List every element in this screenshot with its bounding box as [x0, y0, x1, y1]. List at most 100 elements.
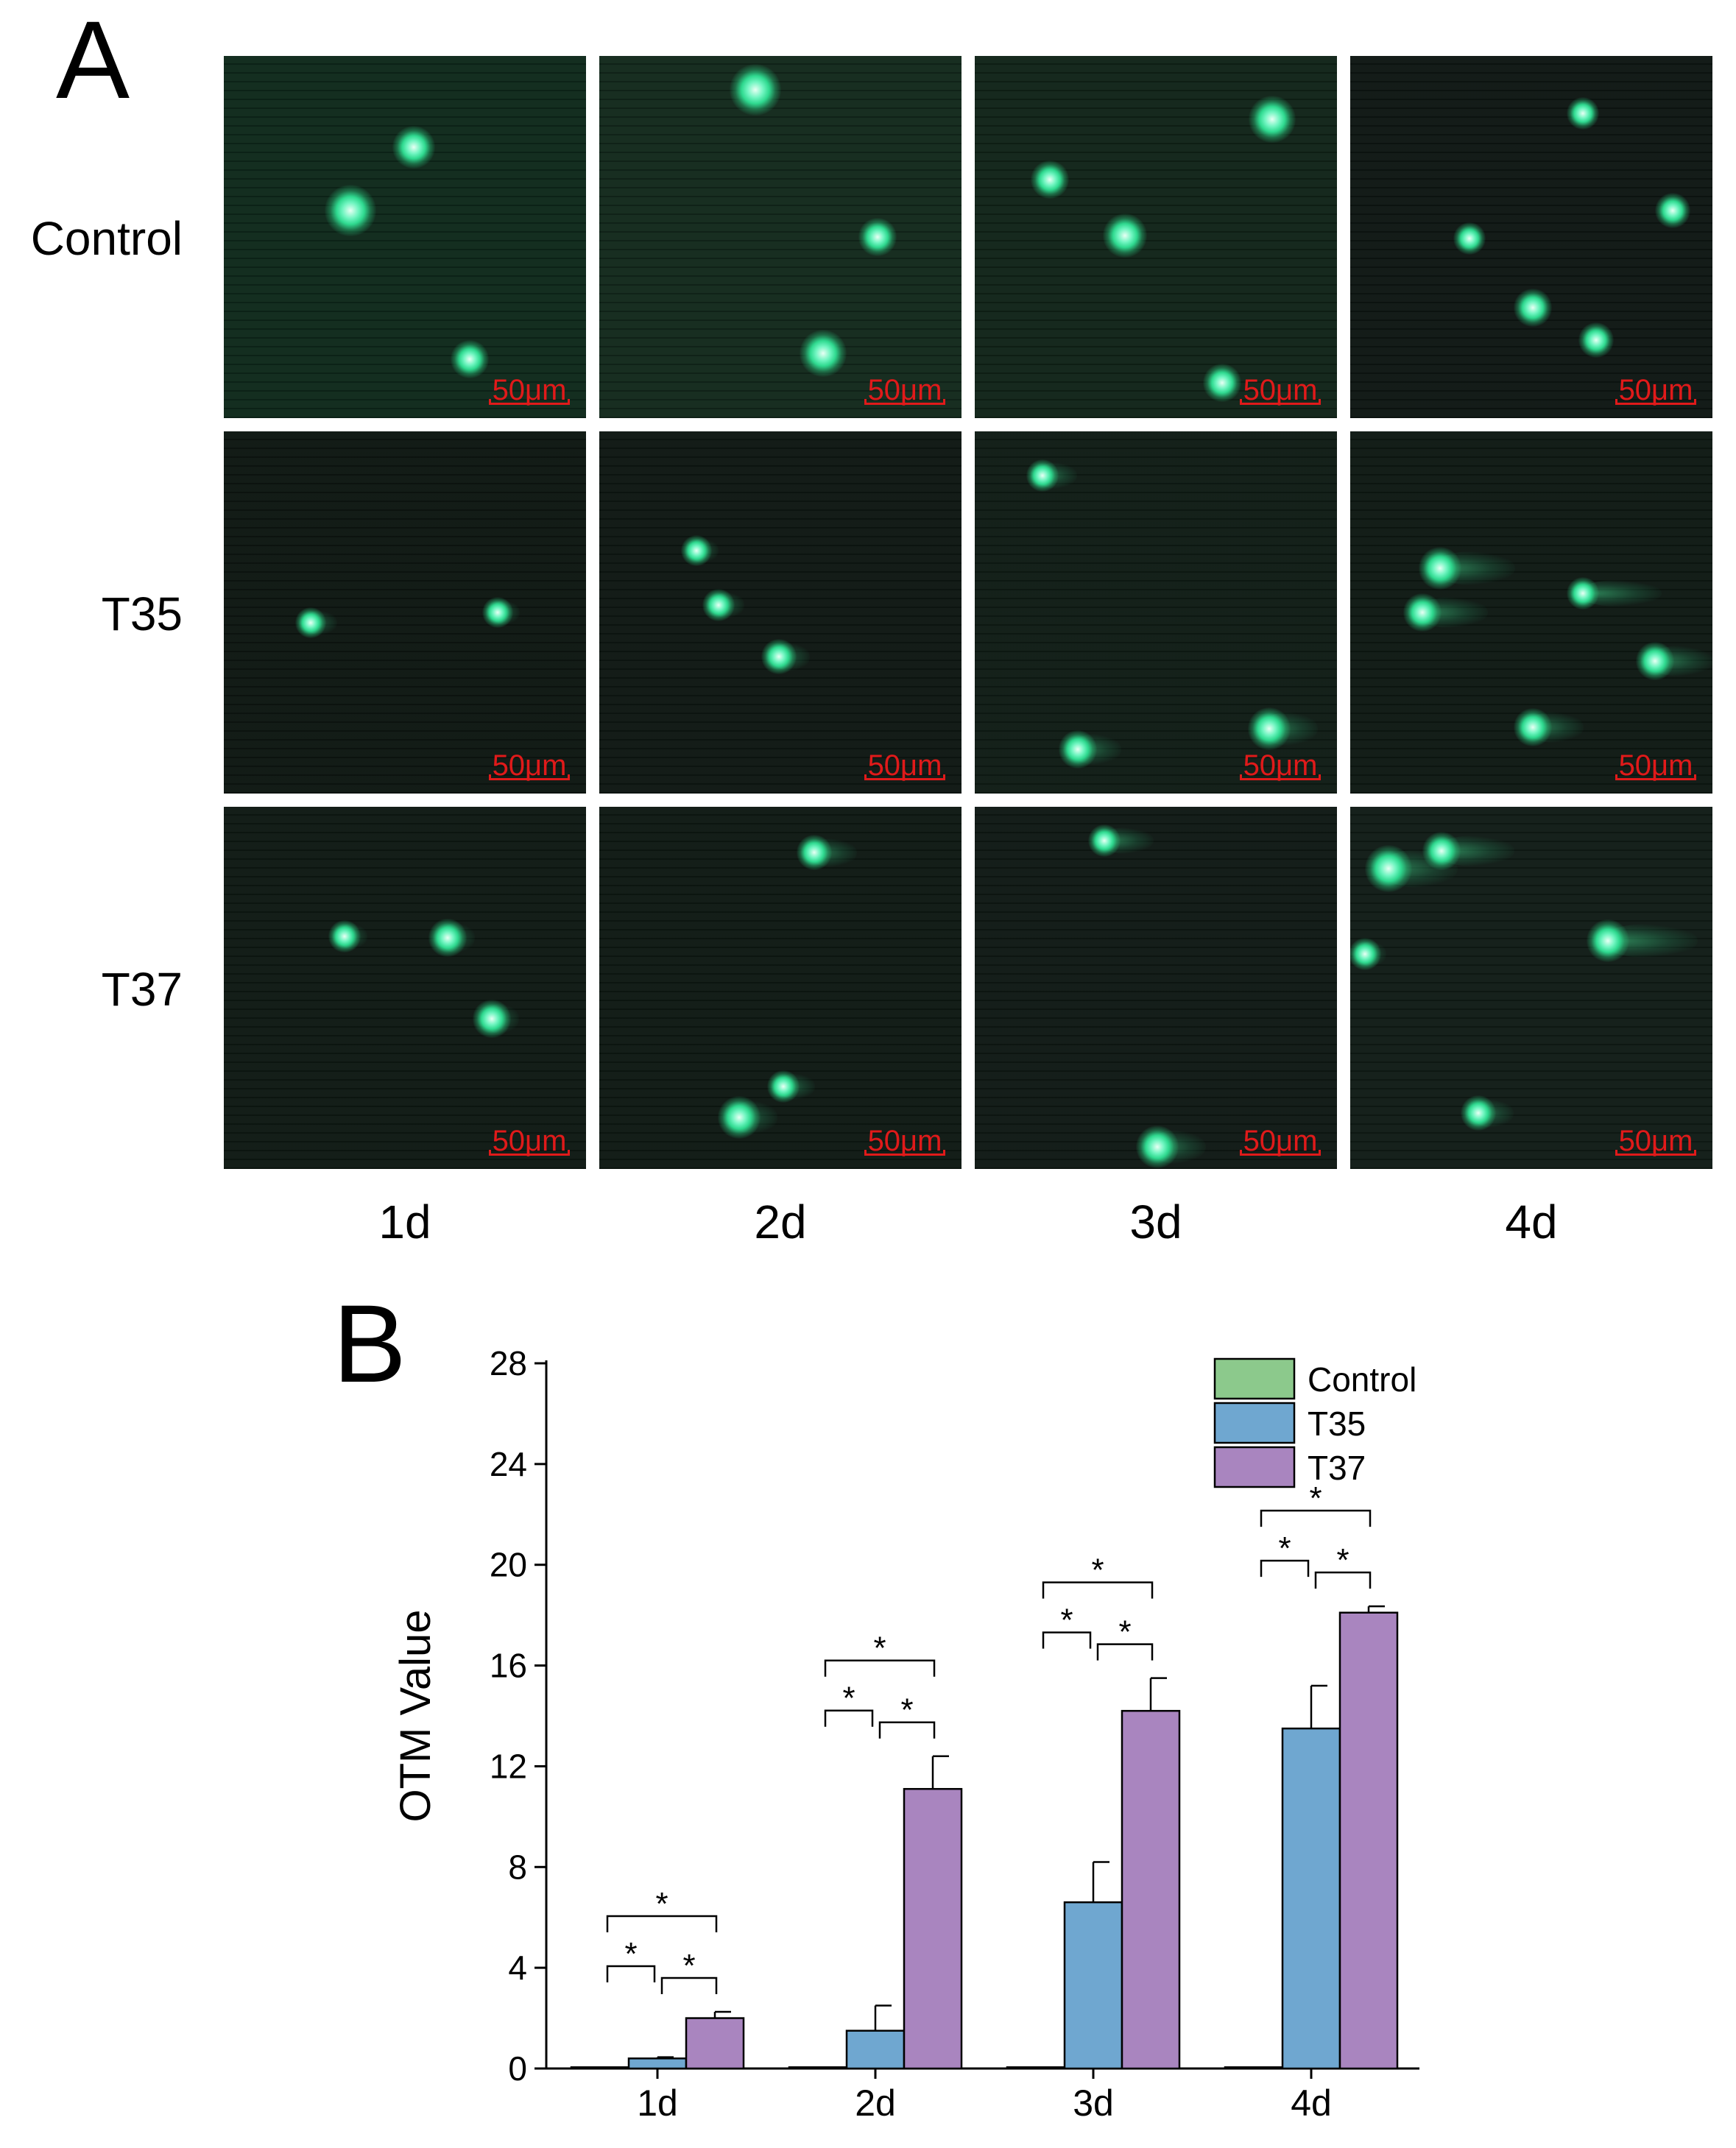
comet-head — [1248, 707, 1291, 750]
scale-bar-line — [1240, 399, 1321, 405]
significance-star: * — [873, 1631, 886, 1667]
significance-bracket-control-t35 — [824, 1709, 874, 1727]
comet-head — [1655, 193, 1690, 228]
comet-head — [1031, 160, 1069, 199]
scale-bar-label: 50μm — [1618, 749, 1693, 782]
scale-bar-line — [1615, 399, 1696, 405]
comet-head — [1102, 213, 1148, 258]
significance-bracket-t35-t37 — [1314, 1571, 1372, 1589]
bar-t35-1d — [627, 2057, 688, 2070]
scale-bar-line — [1240, 1150, 1321, 1156]
significance-star: * — [1091, 1552, 1104, 1589]
scale-bar-line — [489, 399, 570, 405]
comet-head — [1514, 708, 1552, 746]
col-label-4d: 4d — [1505, 1195, 1558, 1248]
x-tick-label: 4d — [1291, 2082, 1332, 2124]
y-axis-title: OTM Value — [392, 1609, 440, 1822]
scale-bar: 50μm — [1240, 1126, 1321, 1156]
scale-bar: 50μm — [864, 1126, 945, 1156]
micrograph-control-4d: 50μm — [1350, 56, 1712, 418]
panel-a-letter: A — [56, 0, 130, 121]
significance-bracket-control-t35 — [1042, 1631, 1092, 1649]
panel-b-letter: B — [333, 1282, 407, 1405]
comet-head — [729, 63, 782, 116]
comet-head — [797, 835, 832, 870]
comet-head — [482, 597, 513, 628]
comet-head — [324, 184, 377, 237]
significance-star: * — [842, 1681, 855, 1717]
micrograph-control-2d: 50μm — [599, 56, 961, 418]
scale-bar-line — [1615, 774, 1696, 780]
scale-bar-line — [864, 1150, 945, 1156]
bar-control-2d — [788, 2066, 848, 2070]
comet-head — [1249, 96, 1296, 143]
significance-star: * — [624, 1936, 637, 1972]
bar-t37-3d — [1121, 1709, 1181, 2070]
micrograph-t35-3d: 50μm — [975, 431, 1337, 794]
scale-bar-label: 50μm — [867, 749, 942, 782]
bar-t37-1d — [685, 2017, 745, 2070]
significance-star: * — [682, 1948, 695, 1984]
comet-head — [1403, 593, 1442, 632]
row-label-t37: T37 — [101, 963, 183, 1016]
micrograph-t37-1d: 50μm — [224, 807, 586, 1169]
significance-bracket-t35-t37 — [1096, 1643, 1154, 1661]
scale-bar: 50μm — [864, 751, 945, 780]
y-tick-label: 16 — [490, 1647, 527, 1685]
comet-head — [1453, 222, 1486, 255]
legend-label-t35: T35 — [1308, 1405, 1366, 1443]
y-tick-label: 12 — [490, 1747, 527, 1785]
micrograph-control-1d: 50μm — [224, 56, 586, 418]
comet-head — [473, 1000, 511, 1038]
scale-bar-line — [864, 774, 945, 780]
scale-bar-label: 50μm — [492, 1125, 567, 1157]
x-tick-label: 3d — [1073, 2082, 1114, 2124]
significance-bracket-control-t37 — [1260, 1509, 1372, 1527]
comet-head — [1087, 824, 1121, 858]
significance-star: * — [1336, 1542, 1349, 1578]
comet-head — [451, 340, 489, 378]
significance-bracket-t35-t37 — [660, 1976, 718, 1995]
scale-bar: 50μm — [1240, 375, 1321, 405]
scale-bar: 50μm — [1615, 751, 1696, 780]
scale-bar-line — [1240, 774, 1321, 780]
comet-head — [681, 535, 712, 566]
col-label-1d: 1d — [378, 1195, 431, 1248]
comet-head — [761, 639, 797, 674]
scale-bar: 50μm — [864, 375, 945, 405]
scale-bar-line — [864, 399, 945, 405]
comet-head — [702, 588, 735, 622]
comet-head — [1566, 96, 1600, 130]
row-label-control: Control — [30, 212, 183, 265]
bar-t37-4d — [1338, 1611, 1399, 2070]
comet-head — [1578, 322, 1614, 358]
legend-swatch-control — [1213, 1357, 1296, 1400]
x-tick-label: 2d — [855, 2082, 896, 2124]
scale-bar-line — [1615, 1150, 1696, 1156]
comet-head — [392, 126, 435, 169]
comet-head — [1636, 642, 1674, 680]
scale-bar-label: 50μm — [1243, 374, 1318, 406]
comet-head — [858, 218, 897, 256]
micrograph-t35-2d: 50μm — [599, 431, 961, 794]
significance-star: * — [1278, 1530, 1291, 1566]
comet-head — [1587, 919, 1629, 962]
comet-head — [1026, 459, 1059, 492]
comet-head — [1566, 576, 1600, 610]
comet-head — [1365, 845, 1412, 892]
comet-head — [1136, 1126, 1179, 1168]
comet-head — [800, 330, 847, 377]
scale-bar-label: 50μm — [1243, 1125, 1318, 1157]
comet-head — [1422, 832, 1461, 870]
micrograph-control-3d: 50μm — [975, 56, 1337, 418]
bar-t37-2d — [903, 1787, 963, 2070]
row-label-t35: T35 — [101, 587, 183, 640]
x-tick-label: 1d — [637, 2082, 678, 2124]
y-tick-label: 4 — [508, 1949, 527, 1987]
scale-bar: 50μm — [1615, 375, 1696, 405]
significance-bracket-t35-t37 — [878, 1721, 936, 1739]
comet-head — [766, 1070, 800, 1103]
comet-head — [1203, 364, 1241, 402]
comet-head — [295, 607, 326, 638]
